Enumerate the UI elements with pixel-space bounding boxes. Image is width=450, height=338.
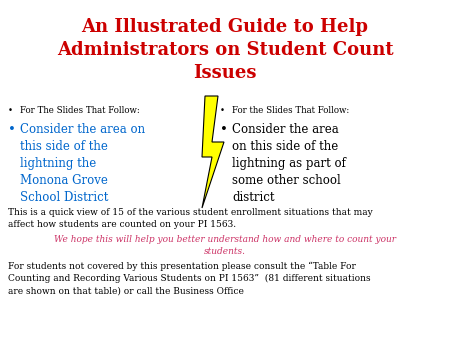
Text: For the Slides That Follow:: For the Slides That Follow: bbox=[232, 106, 349, 115]
Text: This is a quick view of 15 of the various student enrollment situations that may: This is a quick view of 15 of the variou… bbox=[8, 208, 373, 229]
Text: Consider the area on
this side of the
lightning the
Monona Grove
School District: Consider the area on this side of the li… bbox=[20, 123, 145, 204]
Polygon shape bbox=[202, 96, 224, 208]
Text: •: • bbox=[8, 106, 13, 115]
Text: For The Slides That Follow:: For The Slides That Follow: bbox=[20, 106, 140, 115]
Text: •: • bbox=[8, 123, 16, 136]
Text: We hope this will help you better understand how and where to count your
student: We hope this will help you better unders… bbox=[54, 235, 396, 256]
Text: •: • bbox=[220, 106, 225, 115]
Text: For students not covered by this presentation please consult the “Table For
Coun: For students not covered by this present… bbox=[8, 262, 371, 295]
Text: An Illustrated Guide to Help
Administrators on Student Count
Issues: An Illustrated Guide to Help Administrat… bbox=[57, 18, 393, 82]
Text: •: • bbox=[220, 123, 228, 136]
Text: Consider the area
on this side of the
lightning as part of
some other school
dis: Consider the area on this side of the li… bbox=[232, 123, 346, 204]
